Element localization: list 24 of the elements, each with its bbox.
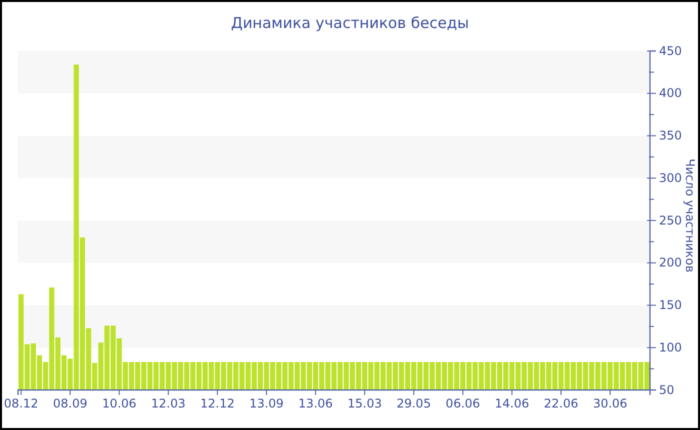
y-tick-label: 200: [659, 256, 682, 270]
x-tick-label: 30.06: [592, 396, 628, 411]
x-tick-label: 08.09: [52, 396, 88, 411]
x-tick-label: 22.06: [544, 396, 578, 411]
y-tick-label: 50: [659, 382, 674, 397]
y-axis-title: Число участников: [683, 158, 697, 272]
y-tick-label: 400: [659, 86, 682, 100]
x-tick-label: 13.06: [298, 396, 333, 411]
x-tick-label: 29.05: [396, 396, 431, 411]
chart-title: Динамика участников беседы: [230, 14, 470, 32]
x-tick-label: 06.06: [446, 396, 480, 411]
x-tick-label: 12.03: [151, 396, 186, 411]
x-tick-label: 10.06: [102, 396, 136, 411]
x-tick-label: 14.06: [494, 396, 530, 411]
y-tick-label: 100: [659, 340, 682, 354]
y-tick-label: 300: [659, 170, 682, 185]
y-tick-label: 350: [659, 128, 682, 143]
x-tick-label: 15.03: [348, 396, 382, 411]
x-tick-label: 12.12: [200, 396, 235, 411]
y-tick-label: 450: [659, 44, 682, 58]
x-tick-label: 08.12: [4, 396, 38, 411]
y-tick-label: 250: [659, 213, 682, 228]
x-tick-label: 13.09: [249, 396, 284, 411]
y-tick-label: 150: [659, 298, 682, 312]
